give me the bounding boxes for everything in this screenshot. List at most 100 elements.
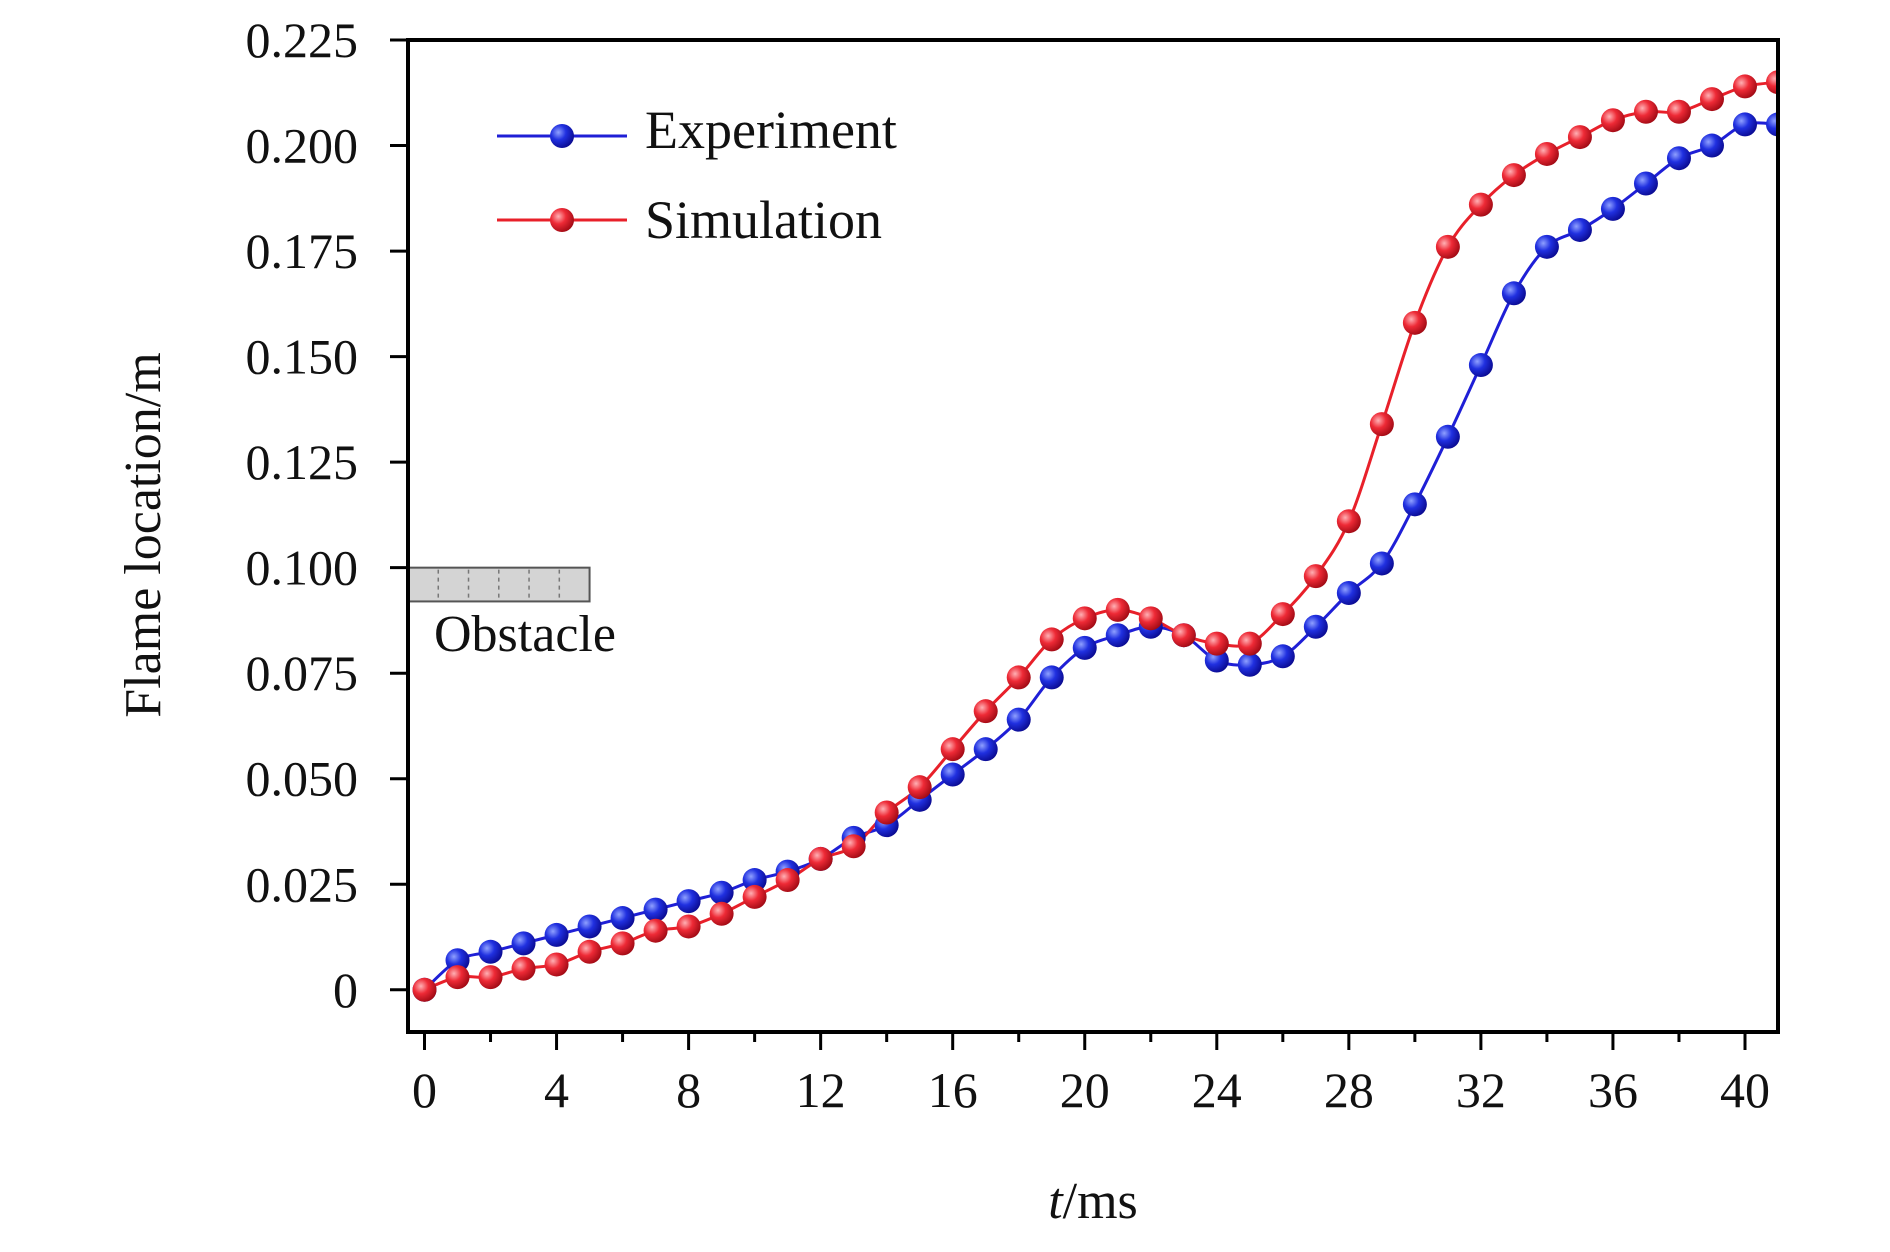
data-point-simulation [577, 939, 602, 964]
data-point-simulation [1435, 234, 1460, 259]
data-point-experiment [676, 889, 701, 914]
data-point-simulation [973, 699, 998, 724]
data-point-experiment [1204, 648, 1229, 673]
data-point-simulation [1501, 163, 1526, 188]
data-point-simulation [1171, 623, 1196, 648]
data-point-experiment [445, 948, 470, 973]
data-point-experiment [1072, 635, 1097, 660]
data-point-experiment [1270, 644, 1295, 669]
data-point-simulation [1237, 631, 1262, 656]
data-point-simulation [1732, 74, 1757, 99]
y-axis-ticks: 0 0.025 0.050 0.075 0.100 0.125 0.150 0.175 0.20… [246, 12, 408, 1018]
data-point-experiment [511, 931, 536, 956]
data-point-experiment [1402, 492, 1427, 517]
data-point-experiment [610, 906, 635, 931]
legend-label-experiment: Experiment [645, 100, 897, 160]
y-axis-title: Flame location/m [115, 352, 172, 717]
x-axis-title-variable: t [1048, 1173, 1064, 1230]
x-tick-label: 36 [1588, 1062, 1638, 1118]
x-axis-ticks: 0 4 8 12 16 20 24 28 32 36 40 [412, 1032, 1770, 1118]
data-point-simulation [1303, 564, 1328, 589]
y-tick-label: 0.200 [246, 118, 359, 174]
data-point-simulation [445, 965, 470, 990]
data-point-simulation [874, 800, 899, 825]
data-point-simulation [1072, 606, 1097, 631]
x-axis-title: t/ms [1048, 1173, 1138, 1230]
data-point-simulation [544, 952, 569, 977]
data-point-simulation [775, 868, 800, 893]
data-point-simulation [1006, 665, 1031, 690]
x-tick-label: 0 [412, 1062, 437, 1118]
data-point-simulation [412, 977, 437, 1002]
y-tick-label: 0.050 [246, 751, 359, 807]
data-point-experiment [1435, 424, 1460, 449]
x-tick-label: 28 [1324, 1062, 1374, 1118]
data-point-simulation [1336, 509, 1361, 534]
data-point-experiment [1039, 665, 1064, 690]
y-tick-label: 0.100 [246, 540, 359, 596]
data-point-simulation [1402, 310, 1427, 335]
legend-label-simulation: Simulation [645, 190, 882, 250]
x-tick-label: 40 [1720, 1062, 1770, 1118]
data-point-experiment [1105, 623, 1130, 648]
legend-swatch-marker-experiment [550, 124, 574, 148]
data-point-simulation [1468, 192, 1493, 217]
x-tick-label: 12 [796, 1062, 846, 1118]
data-point-simulation [709, 901, 734, 926]
legend-item-simulation: Simulation [497, 190, 882, 250]
data-point-simulation [610, 931, 635, 956]
x-tick-label: 16 [928, 1062, 978, 1118]
data-point-experiment [577, 914, 602, 939]
obstacle-label: Obstacle [434, 606, 616, 663]
data-point-simulation [643, 918, 668, 943]
data-point-simulation [478, 965, 503, 990]
data-point-experiment [940, 762, 965, 787]
data-point-experiment [544, 922, 569, 947]
data-point-experiment [1369, 551, 1394, 576]
data-point-simulation [1600, 108, 1625, 133]
y-tick-label: 0.025 [246, 856, 359, 912]
data-point-simulation [1204, 631, 1229, 656]
data-point-experiment [1534, 234, 1559, 259]
data-point-simulation [841, 834, 866, 859]
data-point-simulation [1039, 627, 1064, 652]
data-point-simulation [940, 737, 965, 762]
data-point-simulation [1270, 602, 1295, 627]
data-point-simulation [1138, 606, 1163, 631]
data-point-simulation [676, 914, 701, 939]
data-point-simulation [1534, 141, 1559, 166]
data-point-experiment [742, 868, 767, 893]
data-point-simulation [1666, 99, 1691, 124]
data-point-experiment [1501, 281, 1526, 306]
series-line-experiment [423, 121, 1779, 991]
data-point-experiment [1633, 171, 1658, 196]
data-point-simulation [1633, 99, 1658, 124]
data-point-experiment [643, 897, 668, 922]
series-lines-layer [423, 80, 1779, 992]
y-tick-label: 0.225 [246, 12, 359, 68]
data-point-experiment [1732, 112, 1757, 137]
series-line-simulation [423, 80, 1779, 992]
x-tick-label: 32 [1456, 1062, 1506, 1118]
data-point-experiment [1006, 707, 1031, 732]
data-point-simulation [808, 846, 833, 871]
data-point-experiment [1336, 580, 1361, 605]
data-point-simulation [1699, 87, 1724, 112]
data-point-experiment [1600, 196, 1625, 221]
y-tick-label: 0.150 [246, 329, 359, 385]
data-point-experiment [1666, 146, 1691, 171]
data-point-simulation [742, 884, 767, 909]
data-point-simulation [1369, 412, 1394, 437]
y-tick-label: 0.125 [246, 434, 359, 490]
legend-item-experiment: Experiment [497, 100, 897, 160]
x-tick-label: 4 [544, 1062, 569, 1118]
data-point-experiment [973, 737, 998, 762]
plot-frame [406, 38, 1780, 1034]
y-tick-label: 0.075 [246, 645, 359, 701]
y-tick-label: 0.175 [246, 223, 359, 279]
data-point-experiment [1699, 133, 1724, 158]
x-tick-label: 20 [1060, 1062, 1110, 1118]
legend: Experiment Simulation [497, 100, 897, 250]
